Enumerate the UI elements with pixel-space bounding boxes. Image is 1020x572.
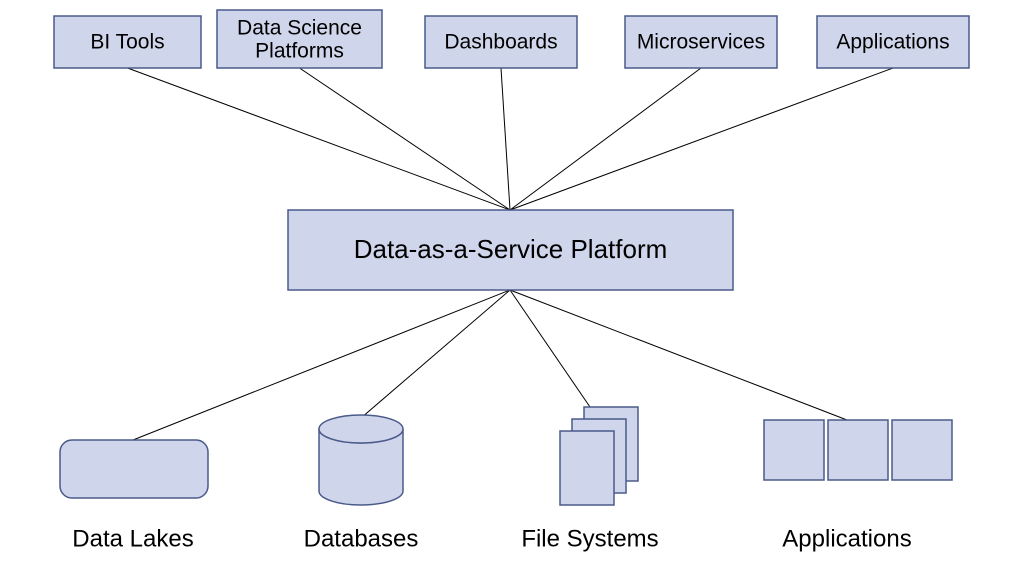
- consumer-label-dashboards: Dashboards: [444, 31, 557, 54]
- center-platform-box: Data-as-a-Service Platform: [288, 210, 733, 290]
- bottom-edges: [133, 290, 847, 440]
- consumer-box-data-science: Data SciencePlatforms: [217, 10, 382, 68]
- consumer-label2-data-science: Platforms: [255, 40, 344, 63]
- consumer-box-microservices: Microservices: [625, 16, 777, 68]
- consumer-label-bi-tools: BI Tools: [90, 31, 164, 54]
- file-systems-pages-icon: [560, 407, 638, 505]
- source-label-apps-bottom: Applications: [782, 525, 911, 552]
- architecture-diagram: BI Tools Data SciencePlatforms Dashboards M…: [0, 0, 1020, 572]
- consumer-label-applications: Applications: [836, 31, 949, 54]
- bottom-source-shapes: [60, 407, 952, 505]
- top-consumer-boxes: BI Tools Data SciencePlatforms Dashboards M…: [54, 10, 969, 68]
- consumer-box-bi-tools: BI Tools: [54, 16, 201, 68]
- data-lakes-icon: [60, 440, 208, 498]
- source-label-data-lakes: Data Lakes: [72, 525, 193, 552]
- consumer-box-dashboards: Dashboards: [425, 16, 577, 68]
- applications-squares-icon: [764, 420, 952, 480]
- database-cylinder-icon: [319, 415, 403, 505]
- source-label-file-systems: File Systems: [521, 525, 658, 552]
- consumer-box-applications: Applications: [817, 16, 969, 68]
- consumer-label-microservices: Microservices: [637, 31, 765, 54]
- top-edges: [128, 68, 894, 210]
- bottom-source-labels: Data Lakes Databases File Systems Applicati…: [72, 525, 911, 552]
- center-platform-label: Data-as-a-Service Platform: [354, 234, 668, 264]
- source-label-databases: Databases: [304, 525, 419, 552]
- consumer-label-data-science: Data Science: [237, 17, 362, 40]
